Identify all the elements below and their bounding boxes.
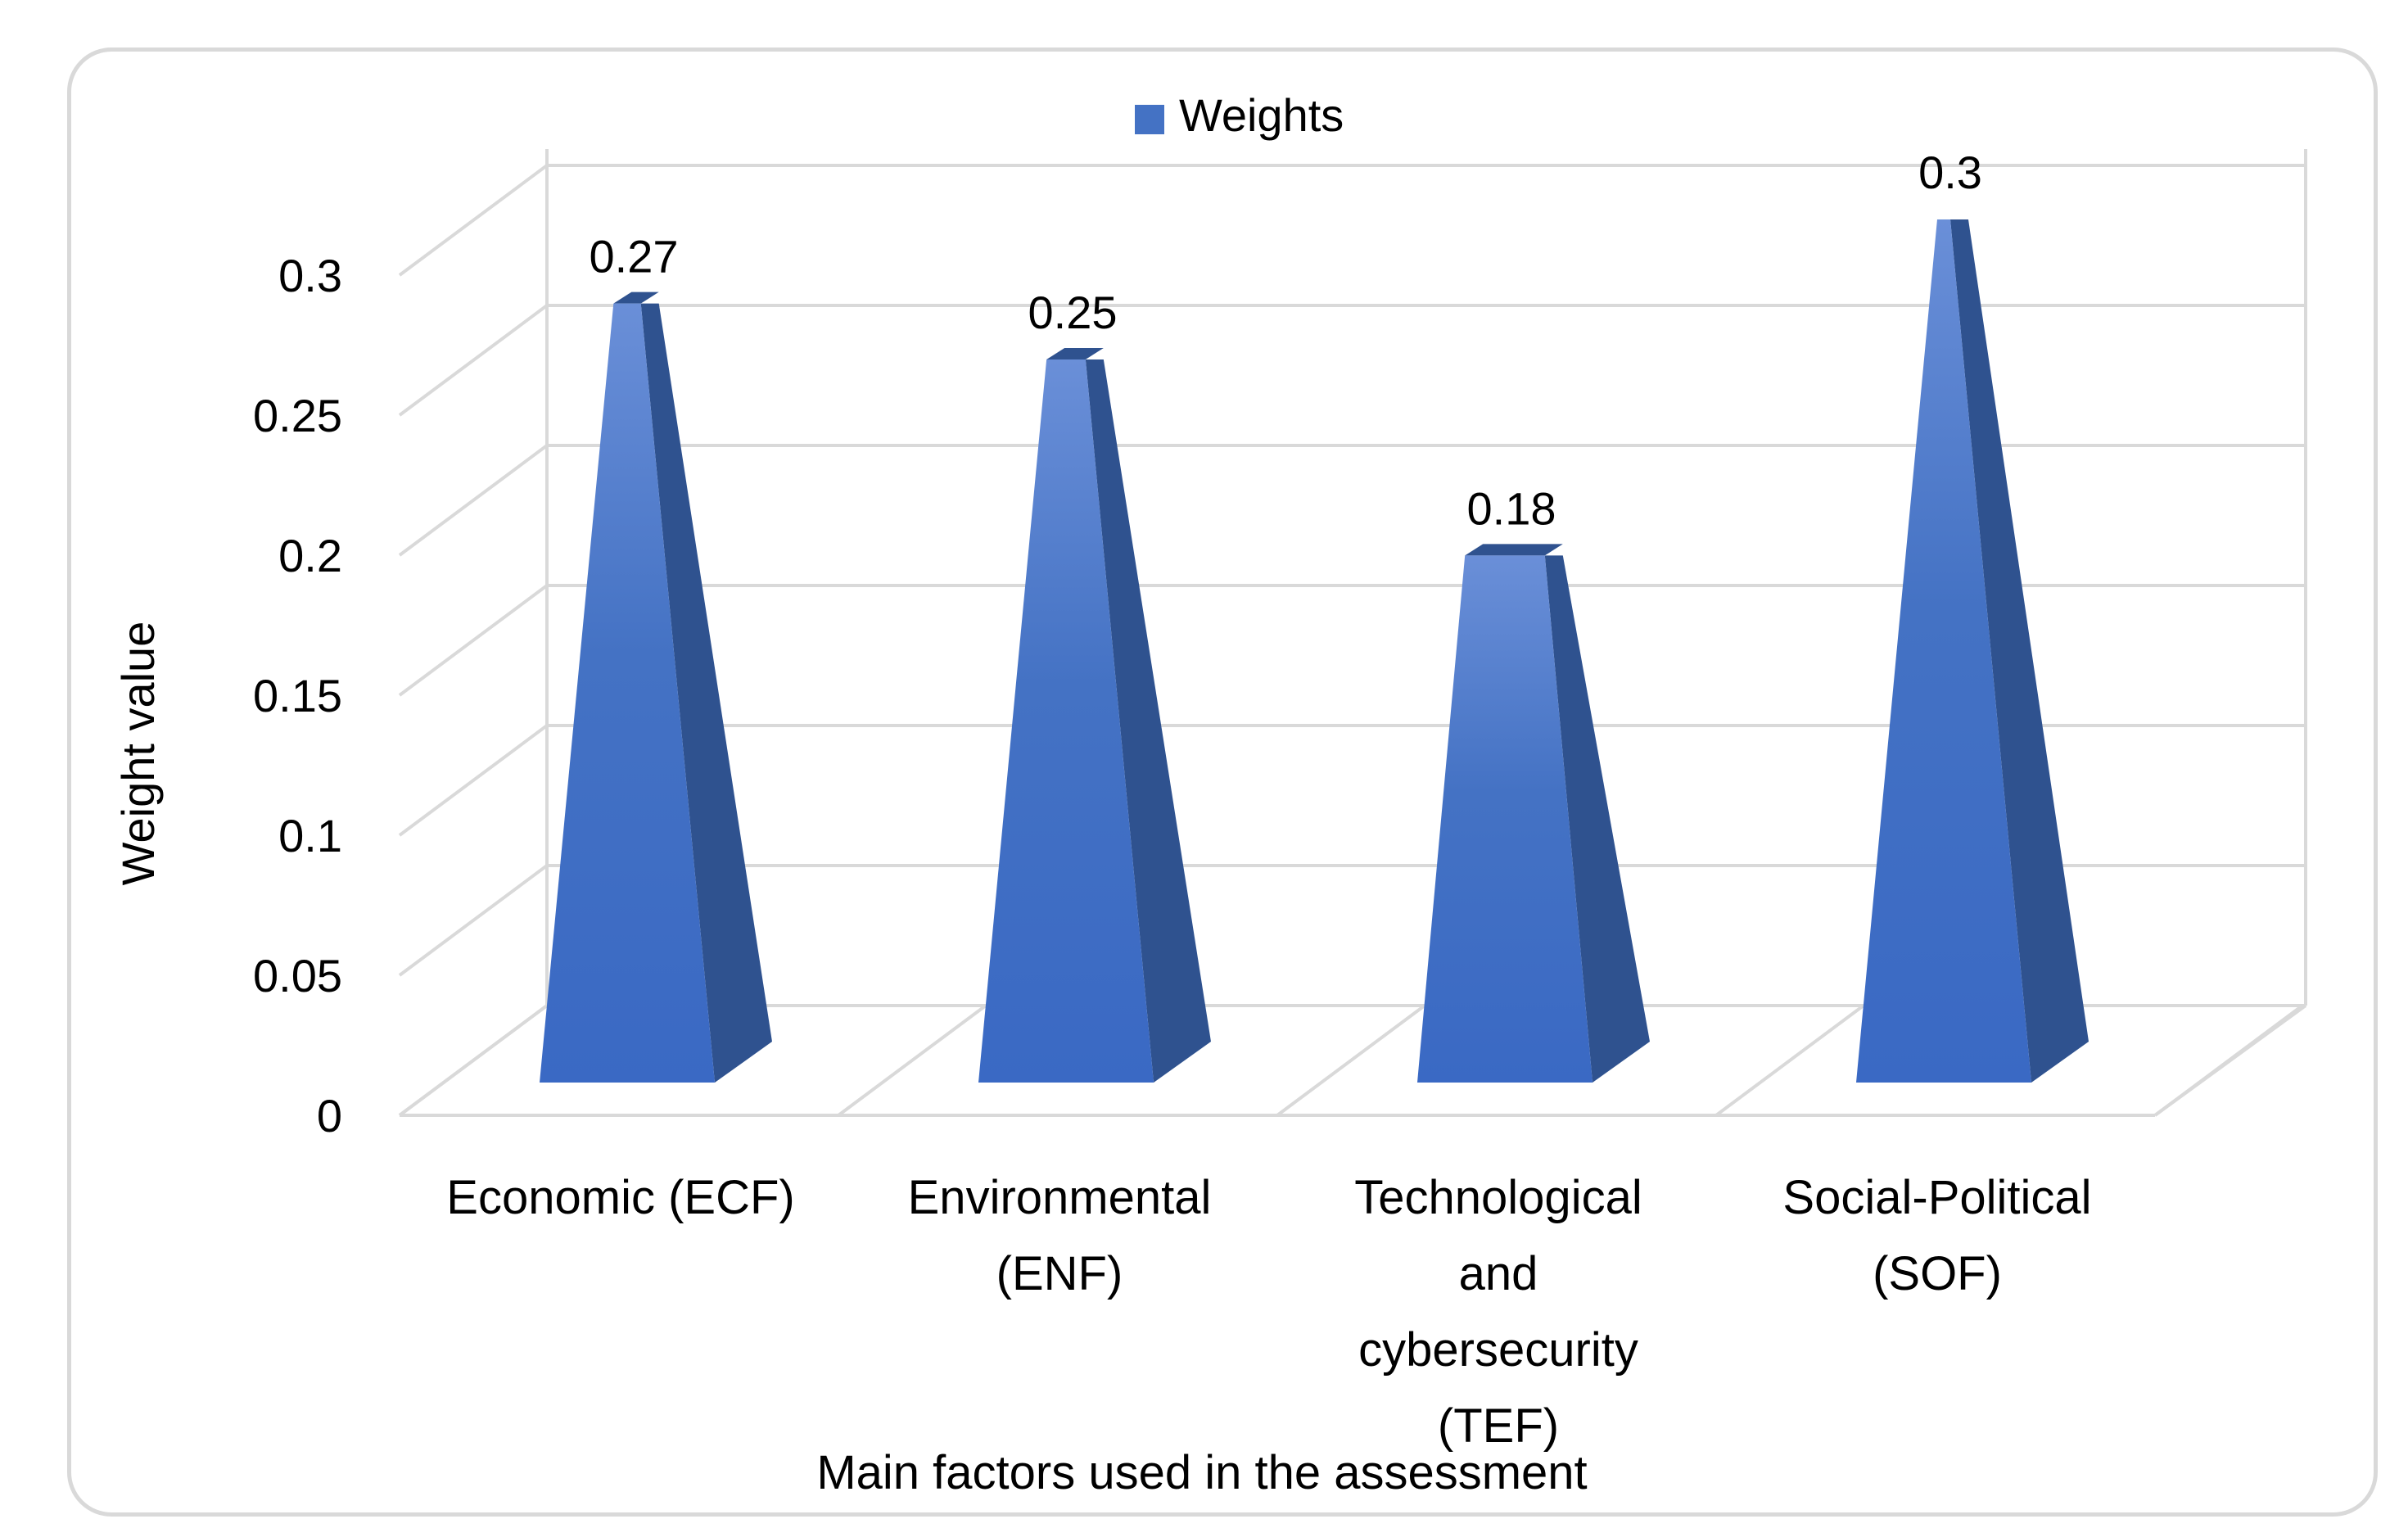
legend-label: Weights bbox=[1179, 89, 1344, 141]
x-category-label: Technological and cybersecurity (TEF) bbox=[1354, 1171, 1642, 1453]
y-tick-label: 0.1 bbox=[278, 810, 342, 861]
side-gridline bbox=[398, 444, 549, 557]
floor-divider bbox=[1276, 1004, 1426, 1117]
side-gridline bbox=[398, 864, 549, 977]
x-category-label: Social-Political (SOF) bbox=[1782, 1171, 2091, 1300]
y-tick-label: 0.2 bbox=[278, 530, 342, 581]
x-category-label: Environmental (ENF) bbox=[908, 1171, 1212, 1300]
y-tick-label: 0.25 bbox=[253, 390, 342, 441]
side-gridline bbox=[398, 304, 549, 417]
bar-front-face bbox=[1417, 555, 1593, 1083]
data-label: 0.25 bbox=[1028, 287, 1118, 338]
bar-top-face bbox=[1046, 348, 1104, 359]
y-axis-title: Weight value bbox=[112, 622, 164, 886]
bar-layer bbox=[540, 219, 2089, 1083]
floor-divider bbox=[837, 1004, 987, 1117]
data-label: 0.27 bbox=[590, 231, 679, 283]
y-tick-label: 0.3 bbox=[278, 250, 342, 301]
y-tick-label: 0 bbox=[317, 1090, 342, 1141]
bar-front-face bbox=[540, 303, 715, 1083]
bar-side-face bbox=[1544, 555, 1650, 1083]
bar-front-face bbox=[1856, 219, 2031, 1083]
floor-divider bbox=[1715, 1004, 1865, 1117]
legend-swatch bbox=[1135, 105, 1164, 134]
x-axis-title: Main factors used in the assessment bbox=[816, 1446, 1587, 1499]
side-gridline bbox=[398, 724, 549, 837]
bar-top-face bbox=[1465, 544, 1563, 556]
axis-layer: 0 0.05 0.1 0.15 0.2 0.25 0.3 bbox=[253, 250, 342, 1141]
bar-side-face bbox=[1085, 359, 1211, 1083]
bar-front-face bbox=[978, 359, 1154, 1083]
side-gridline bbox=[398, 164, 549, 277]
y-tick-label: 0.15 bbox=[253, 670, 342, 721]
side-gridline bbox=[398, 584, 549, 697]
bar-side-face bbox=[640, 303, 772, 1083]
bar-side-face bbox=[1950, 219, 2089, 1083]
x-category-label: Economic (ECF) bbox=[446, 1171, 794, 1224]
y-tick-label: 0.05 bbox=[253, 950, 342, 1001]
floor-divider bbox=[398, 1004, 549, 1117]
floor-divider bbox=[2153, 1004, 2304, 1117]
data-label: 0.3 bbox=[1918, 147, 1982, 198]
data-label: 0.18 bbox=[1467, 482, 1556, 534]
bar-top-face bbox=[613, 292, 659, 304]
label-layer: 0.27 Economic (ECF) 0.25 Environmental (ENF)… bbox=[446, 147, 2091, 1453]
